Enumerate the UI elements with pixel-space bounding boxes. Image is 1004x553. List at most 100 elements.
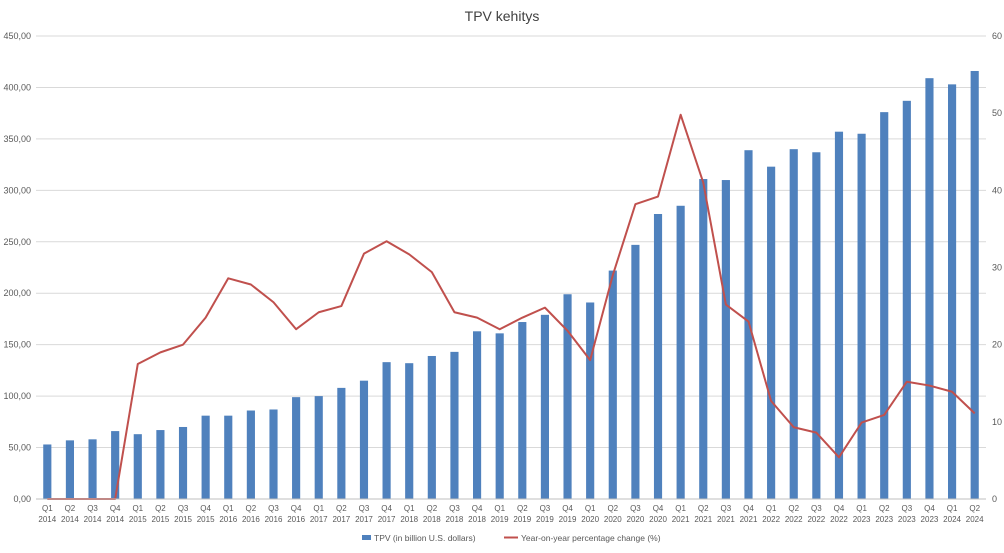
- x-tick-quarter: Q2: [155, 504, 166, 513]
- x-tick-quarter: Q3: [540, 504, 551, 513]
- bar: [43, 444, 52, 499]
- x-tick-year: 2017: [355, 515, 373, 524]
- x-tick-year: 2014: [84, 515, 102, 524]
- x-tick-year: 2023: [853, 515, 871, 524]
- bar: [721, 180, 730, 500]
- bar: [178, 426, 188, 499]
- y-left-tick-label: 300,00: [3, 185, 31, 195]
- y-left-tick-label: 0,00: [13, 494, 31, 504]
- x-tick-quarter: Q4: [110, 504, 121, 513]
- x-tick-quarter: Q1: [223, 504, 234, 513]
- legend: TPV (in billion U.S. dollars) Year-on-ye…: [362, 533, 661, 543]
- bar: [518, 322, 527, 499]
- x-tick-quarter: Q2: [607, 504, 618, 513]
- x-tick-year: 2023: [921, 515, 939, 524]
- bar: [314, 396, 323, 499]
- bar: [676, 205, 685, 499]
- x-tick-year: 2015: [197, 515, 215, 524]
- bar: [586, 302, 595, 499]
- x-tick-year: 2021: [717, 515, 735, 524]
- x-tick-quarter: Q2: [426, 504, 437, 513]
- bar: [405, 363, 414, 499]
- bar: [111, 431, 120, 499]
- y-left-tick-label: 250,00: [3, 237, 31, 247]
- y-right-tick-label: 10: [992, 417, 1002, 427]
- bar: [699, 179, 708, 499]
- bar: [653, 213, 663, 499]
- x-tick-year: 2024: [943, 515, 961, 524]
- x-tick-year: 2019: [513, 515, 531, 524]
- x-tick-year: 2024: [966, 515, 984, 524]
- x-tick-quarter: Q3: [268, 504, 279, 513]
- x-tick-quarter: Q3: [359, 504, 370, 513]
- x-tick-year: 2021: [740, 515, 758, 524]
- x-tick-quarter: Q4: [381, 504, 392, 513]
- x-tick-year: 2019: [536, 515, 554, 524]
- tpv-bars: [43, 70, 979, 500]
- x-tick-year: 2020: [627, 515, 645, 524]
- x-tick-year: 2014: [61, 515, 79, 524]
- x-tick-quarter: Q2: [698, 504, 709, 513]
- bar: [337, 387, 346, 499]
- bar: [948, 84, 957, 499]
- chart-title: TPV kehitys: [465, 8, 540, 24]
- x-tick-quarter: Q4: [743, 504, 754, 513]
- x-tick-year: 2018: [400, 515, 418, 524]
- bar: [834, 131, 844, 500]
- x-tick-quarter: Q4: [472, 504, 483, 513]
- x-tick-year: 2020: [581, 515, 599, 524]
- bar: [359, 380, 369, 499]
- x-tick-quarter: Q3: [630, 504, 641, 513]
- y-left-tick-label: 150,00: [3, 340, 31, 350]
- y-right-tick-label: 30: [992, 263, 1002, 273]
- x-tick-quarter: Q1: [856, 504, 867, 513]
- legend-label-yoy: Year-on-year percentage change (%): [521, 533, 661, 543]
- x-tick-year: 2015: [174, 515, 192, 524]
- gridlines: [36, 35, 986, 500]
- x-tick-year: 2022: [807, 515, 825, 524]
- bar: [540, 314, 549, 499]
- x-tick-year: 2014: [38, 515, 56, 524]
- x-tick-year: 2015: [152, 515, 170, 524]
- bar: [269, 409, 278, 499]
- x-axis: Q1 2014 Q2 2014 Q3 2014 Q4 2014 Q1 2015 Q2 2015 Q3 20…: [36, 498, 986, 524]
- x-tick-quarter: Q3: [901, 504, 912, 513]
- x-tick-year: 2016: [287, 515, 305, 524]
- x-tick-quarter: Q2: [246, 504, 257, 513]
- right-axis: 0 10 20 30 40 50 60: [992, 31, 1002, 504]
- x-tick-year: 2017: [332, 515, 350, 524]
- x-tick-quarter: Q2: [969, 504, 980, 513]
- y-left-tick-label: 100,00: [3, 391, 31, 401]
- x-tick-quarter: Q1: [494, 504, 505, 513]
- x-tick-year: 2020: [604, 515, 622, 524]
- x-tick-quarter: Q2: [788, 504, 799, 513]
- x-tick-year: 2019: [491, 515, 509, 524]
- x-tick-year: 2021: [672, 515, 690, 524]
- x-tick-quarter: Q4: [200, 504, 211, 513]
- x-tick-quarter: Q2: [336, 504, 347, 513]
- bar: [563, 294, 572, 499]
- x-tick-year: 2016: [219, 515, 237, 524]
- yoy-line: [47, 113, 976, 500]
- x-tick-quarter: Q4: [834, 504, 845, 513]
- bar: [450, 351, 459, 499]
- x-tick-year: 2022: [830, 515, 848, 524]
- y-right-tick-label: 50: [992, 108, 1002, 118]
- bar: [427, 355, 436, 499]
- bar: [65, 440, 74, 499]
- bar: [201, 415, 210, 499]
- x-tick-year: 2016: [265, 515, 283, 524]
- x-tick-quarter: Q1: [585, 504, 596, 513]
- x-tick-year: 2021: [694, 515, 712, 524]
- bar: [292, 397, 301, 499]
- x-tick-year: 2018: [446, 515, 464, 524]
- bar: [473, 331, 482, 499]
- x-tick-year: 2023: [875, 515, 893, 524]
- x-tick-year: 2020: [649, 515, 667, 524]
- y-right-tick-label: 20: [992, 340, 1002, 350]
- x-tick-quarter: Q1: [675, 504, 686, 513]
- x-tick-quarter: Q2: [517, 504, 528, 513]
- bar: [133, 434, 142, 499]
- bar: [970, 70, 979, 499]
- x-tick-quarter: Q4: [562, 504, 573, 513]
